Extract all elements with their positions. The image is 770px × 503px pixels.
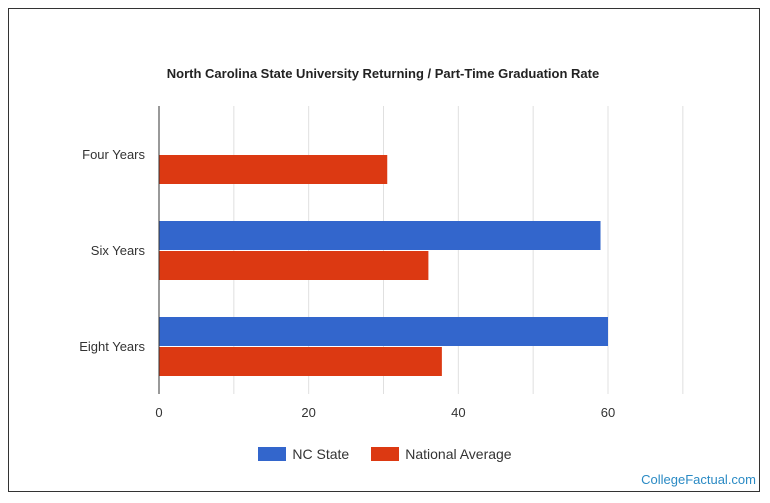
chart-title: North Carolina State University Returnin… [166,66,600,81]
legend-item-national-average[interactable]: National Average [371,446,512,462]
y-tick-label: Four Years [82,147,145,162]
legend-swatch-national-average [371,447,400,461]
x-tick-label: 0 [155,405,162,420]
y-tick-label: Six Years [91,243,146,258]
bar-national-average-six-years [159,251,429,280]
bar-national-average-eight-years [159,347,442,376]
legend-label-nc-state: NC State [292,446,350,462]
bar-national-average-four-years [159,155,388,184]
x-tick-label: 60 [601,405,615,420]
legend-item-nc-state[interactable]: NC State [258,446,349,462]
bar-nc-state-eight-years [159,317,608,346]
watermark-link[interactable]: CollegeFactual.com [641,472,756,487]
legend: NC State National Average [0,446,770,462]
x-tick-label: 20 [301,405,315,420]
bar-nc-state-six-years [159,221,601,250]
legend-label-national-average: National Average [405,446,512,462]
legend-swatch-nc-state [258,447,287,461]
y-tick-label: Eight Years [79,339,145,354]
x-tick-label: 40 [451,405,465,420]
